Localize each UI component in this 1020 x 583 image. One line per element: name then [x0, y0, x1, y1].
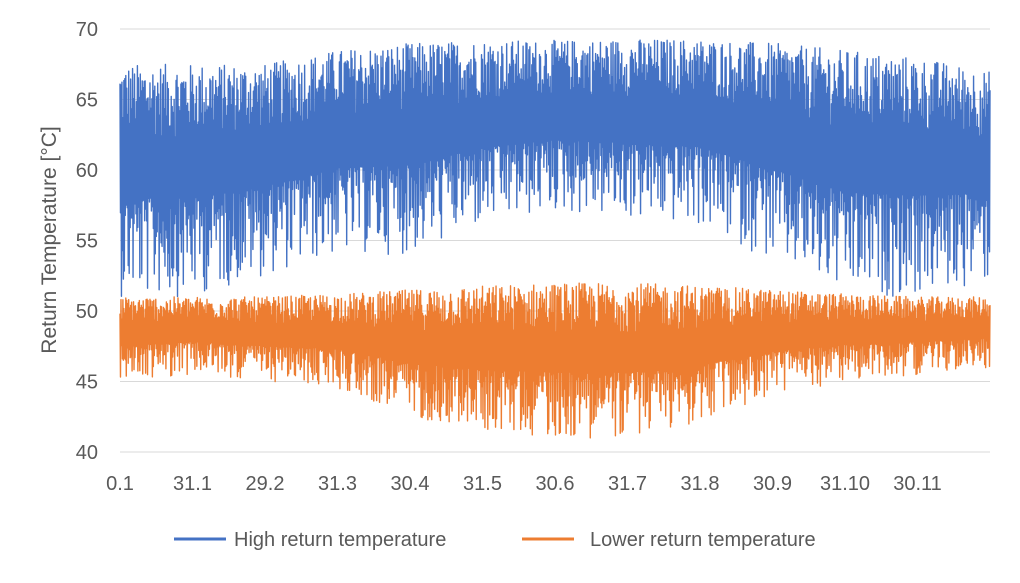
series-line-0	[119, 39, 991, 298]
x-tick-label: 31.7	[608, 473, 647, 495]
x-tick-labels: 0.1 31.1 29.2 31.3 30.4 31.5 30.6 31.7 31.8 30.9 3…	[106, 473, 942, 495]
x-tick-label: 31.10	[820, 473, 870, 495]
y-tick-label: 60	[76, 160, 98, 182]
x-tick-label: 30.9	[753, 473, 792, 495]
x-tick-label: 31.1	[173, 473, 212, 495]
legend: High return temperature Lower return temp…	[174, 529, 816, 551]
legend-label-1: Lower return temperature	[590, 529, 816, 551]
x-tick-label: 31.3	[318, 473, 357, 495]
x-tick-label: 0.1	[106, 473, 134, 495]
y-tick-label: 55	[76, 231, 98, 253]
series-line-1	[119, 282, 991, 439]
x-tick-label: 31.8	[681, 473, 720, 495]
y-tick-label: 65	[76, 90, 98, 112]
y-tick-label: 50	[76, 301, 98, 323]
y-tick-label: 45	[76, 372, 98, 394]
x-tick-label: 30.4	[391, 473, 430, 495]
y-tick-label: 70	[76, 19, 98, 41]
x-tick-label: 30.6	[536, 473, 575, 495]
x-tick-label: 30.11	[893, 473, 942, 495]
series-layer	[119, 39, 991, 439]
y-tick-labels: 40 45 50 55 60 65 70	[76, 19, 98, 464]
x-tick-label: 31.5	[463, 473, 502, 495]
y-tick-label: 40	[76, 442, 98, 464]
x-tick-label: 29.2	[246, 473, 285, 495]
y-axis-label: Return Temperature [°C]	[38, 126, 61, 353]
legend-label-0: High return temperature	[234, 529, 446, 551]
